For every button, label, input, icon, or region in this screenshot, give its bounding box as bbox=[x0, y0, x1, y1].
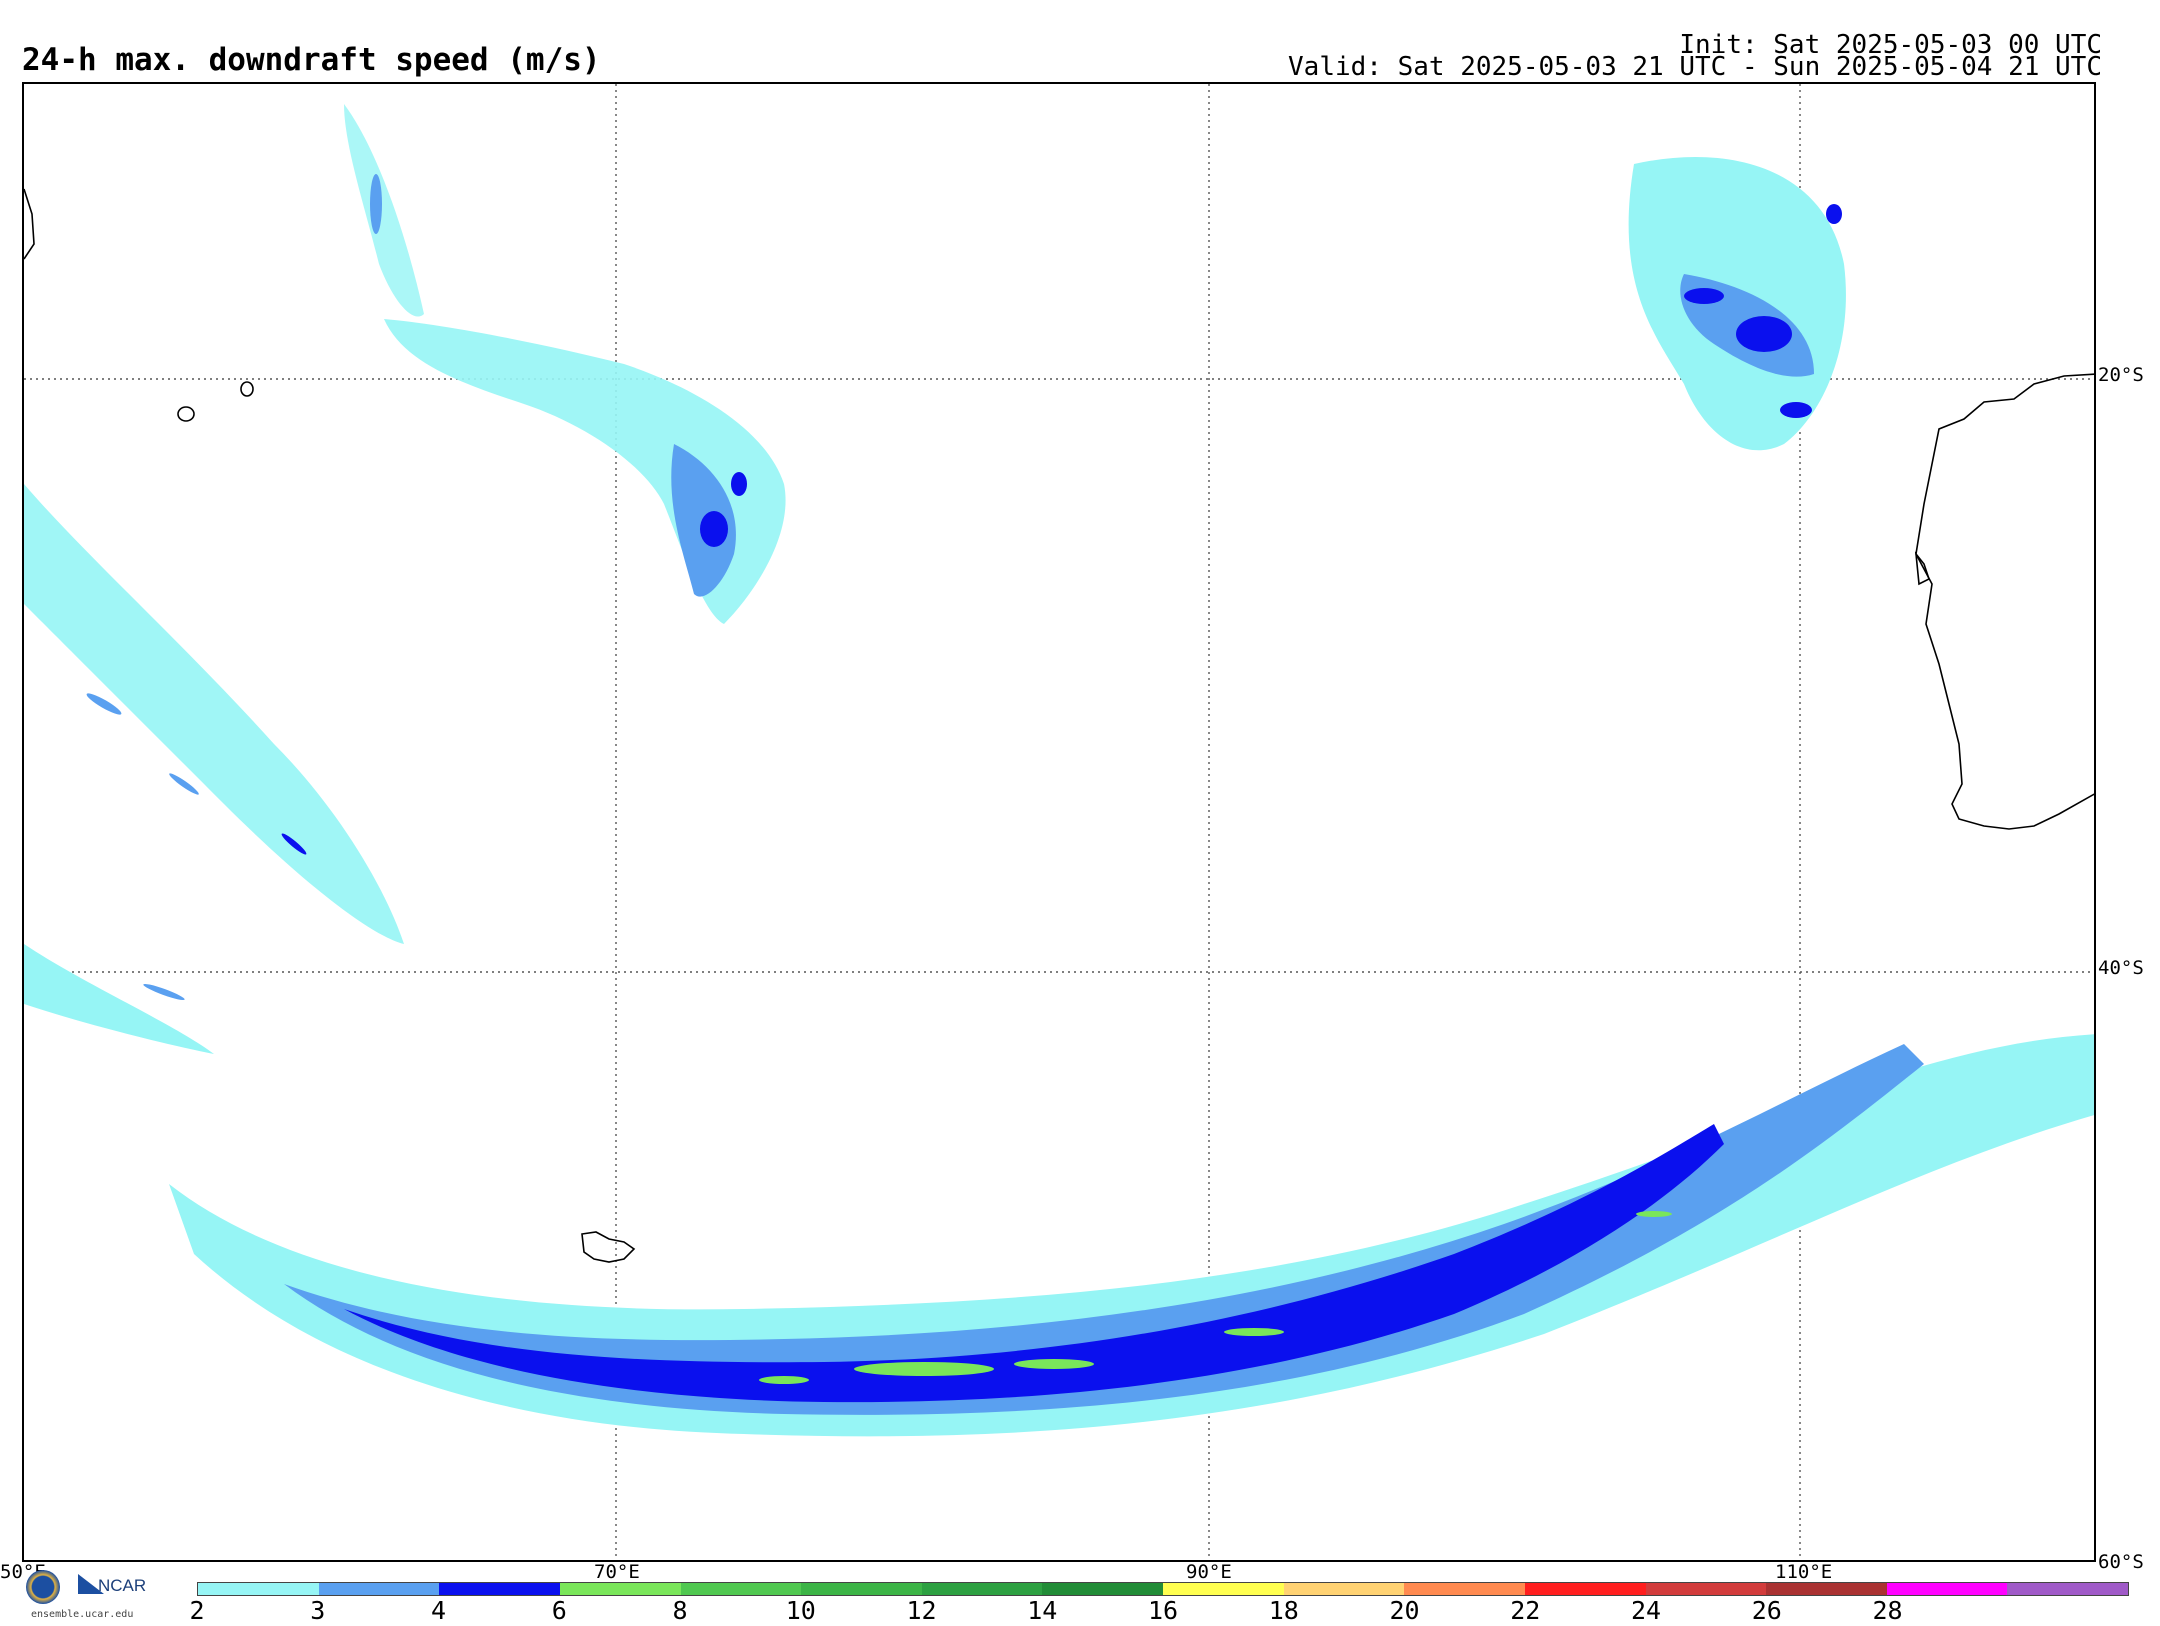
lat-label-40s: 40°S bbox=[2098, 957, 2144, 979]
colorbar-segment bbox=[1283, 1583, 1405, 1595]
colorbar-tick-label: 28 bbox=[1872, 1596, 1903, 1625]
coastlines bbox=[24, 188, 2094, 1263]
colorbar-segment bbox=[801, 1583, 922, 1595]
colorbar-tick-label: 18 bbox=[1268, 1596, 1299, 1625]
downdraft-cells-north bbox=[344, 104, 1846, 624]
colorbar-segment bbox=[680, 1583, 802, 1595]
colorbar-segment bbox=[1524, 1583, 1646, 1595]
colorbar-tick-label: 16 bbox=[1147, 1596, 1179, 1625]
map-title: 24-h max. downdraft speed (m/s) bbox=[22, 42, 601, 78]
colorbar-tick-label: 2 bbox=[189, 1596, 205, 1625]
colorbar-segment bbox=[2007, 1583, 2128, 1595]
colorbar-segment bbox=[1766, 1583, 1887, 1595]
colorbar-segment bbox=[198, 1583, 319, 1595]
lon-label-90e: 90°E bbox=[1186, 1561, 1232, 1583]
lon-label-70e: 70°E bbox=[594, 1561, 640, 1583]
colorbar-tick-label: 12 bbox=[906, 1596, 937, 1625]
lon-label-110e: 110°E bbox=[1775, 1561, 1833, 1583]
colorbar-segment bbox=[318, 1583, 440, 1595]
colorbar-tick-label: 26 bbox=[1751, 1596, 1782, 1625]
nsf-logo-icon bbox=[26, 1570, 60, 1604]
map-canvas bbox=[24, 84, 2094, 1560]
colorbar-tick-label: 4 bbox=[430, 1596, 447, 1625]
colorbar-tick-label: 24 bbox=[1630, 1596, 1662, 1625]
colorbar-tick-label: 8 bbox=[672, 1596, 688, 1625]
colorbar-segment bbox=[1163, 1583, 1284, 1595]
ncar-logo-text: NCAR bbox=[98, 1576, 147, 1595]
valid-time: Valid: Sat 2025-05-03 21 UTC - Sun 2025-… bbox=[1288, 52, 2102, 82]
lat-label-20s: 20°S bbox=[2098, 364, 2144, 386]
lat-label-60s: 60°S bbox=[2098, 1551, 2144, 1573]
colorbar-segment bbox=[1886, 1583, 2008, 1595]
colorbar-segment bbox=[559, 1583, 681, 1595]
downdraft-cells-west bbox=[24, 484, 404, 1054]
colorbar-tick-label: 3 bbox=[310, 1596, 326, 1625]
colorbar-segment bbox=[1042, 1583, 1163, 1595]
map-panel bbox=[22, 82, 2096, 1562]
colorbar-tick-label: 20 bbox=[1389, 1596, 1420, 1625]
colorbar-tick-label: 22 bbox=[1510, 1596, 1541, 1625]
colorbar-segment bbox=[1645, 1583, 1767, 1595]
colorbar-segment bbox=[1404, 1583, 1525, 1595]
colorbar-segment bbox=[439, 1583, 560, 1595]
init-time: Init: Sat 2025-05-03 00 UTC bbox=[1679, 30, 2102, 60]
colorbar bbox=[197, 1582, 2129, 1596]
downdraft-band bbox=[169, 1034, 2094, 1437]
colorbar-segment bbox=[921, 1583, 1043, 1595]
ncar-logo-icon bbox=[78, 1574, 104, 1594]
colorbar-tick-label: 10 bbox=[785, 1596, 816, 1625]
ensemble-url: ensemble.ucar.edu bbox=[31, 1609, 134, 1620]
colorbar-tick-label: 6 bbox=[551, 1596, 567, 1625]
colorbar-tick-label: 14 bbox=[1027, 1596, 1058, 1625]
